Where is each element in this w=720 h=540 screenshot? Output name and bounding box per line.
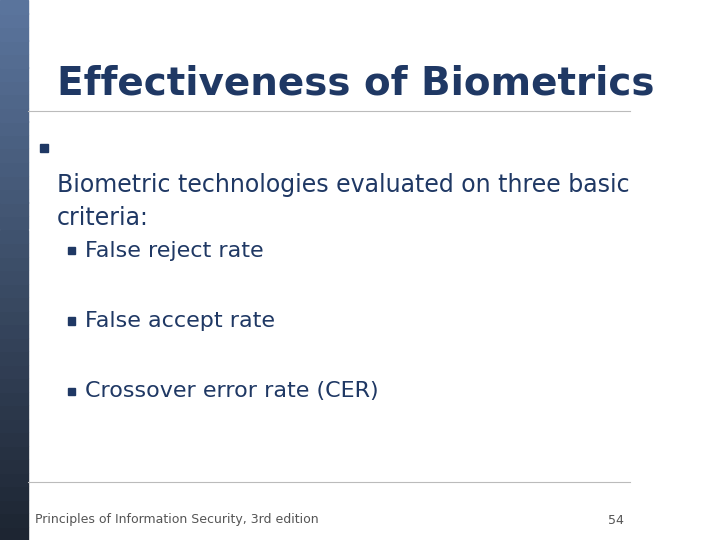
Bar xyxy=(0,513,28,526)
Bar xyxy=(0,148,28,162)
Text: False accept rate: False accept rate xyxy=(85,311,275,332)
Bar xyxy=(0,270,28,284)
Bar xyxy=(0,392,28,405)
Text: Principles of Information Security, 3rd edition: Principles of Information Security, 3rd … xyxy=(35,514,318,526)
Bar xyxy=(0,230,28,243)
Bar xyxy=(0,94,28,108)
Bar xyxy=(68,388,75,395)
Bar xyxy=(0,446,28,459)
Bar xyxy=(0,176,28,189)
Bar xyxy=(0,486,28,500)
Bar xyxy=(40,144,48,152)
Bar xyxy=(0,324,28,338)
Bar xyxy=(0,526,28,540)
Text: Biometric technologies evaluated on three basic
criteria:: Biometric technologies evaluated on thre… xyxy=(57,173,629,230)
Bar xyxy=(0,243,28,256)
Bar xyxy=(0,108,28,122)
Bar xyxy=(0,68,28,81)
Bar xyxy=(0,500,28,513)
Bar xyxy=(0,0,28,14)
Text: 54: 54 xyxy=(608,514,624,526)
Bar xyxy=(0,418,28,432)
Bar xyxy=(0,27,28,40)
Bar xyxy=(0,202,28,216)
Bar xyxy=(0,54,28,68)
Bar xyxy=(0,405,28,418)
Bar xyxy=(0,297,28,310)
Bar xyxy=(0,364,28,378)
Bar xyxy=(68,318,75,325)
Bar xyxy=(0,81,28,94)
Bar xyxy=(0,459,28,472)
Bar xyxy=(0,162,28,176)
Text: Effectiveness of Biometrics: Effectiveness of Biometrics xyxy=(57,65,654,103)
Bar xyxy=(0,338,28,351)
Text: False reject rate: False reject rate xyxy=(85,241,264,261)
Bar xyxy=(0,432,28,445)
Bar xyxy=(0,189,28,202)
Bar xyxy=(68,247,75,254)
Bar xyxy=(0,216,28,229)
Bar xyxy=(0,284,28,297)
Bar xyxy=(0,40,28,54)
Bar xyxy=(0,14,28,27)
Bar xyxy=(0,378,28,392)
Bar xyxy=(0,310,28,324)
Text: Crossover error rate (CER): Crossover error rate (CER) xyxy=(85,381,379,402)
Bar xyxy=(0,351,28,364)
Bar xyxy=(0,135,28,148)
Bar xyxy=(0,256,28,270)
Bar xyxy=(0,472,28,486)
Bar xyxy=(0,122,28,135)
